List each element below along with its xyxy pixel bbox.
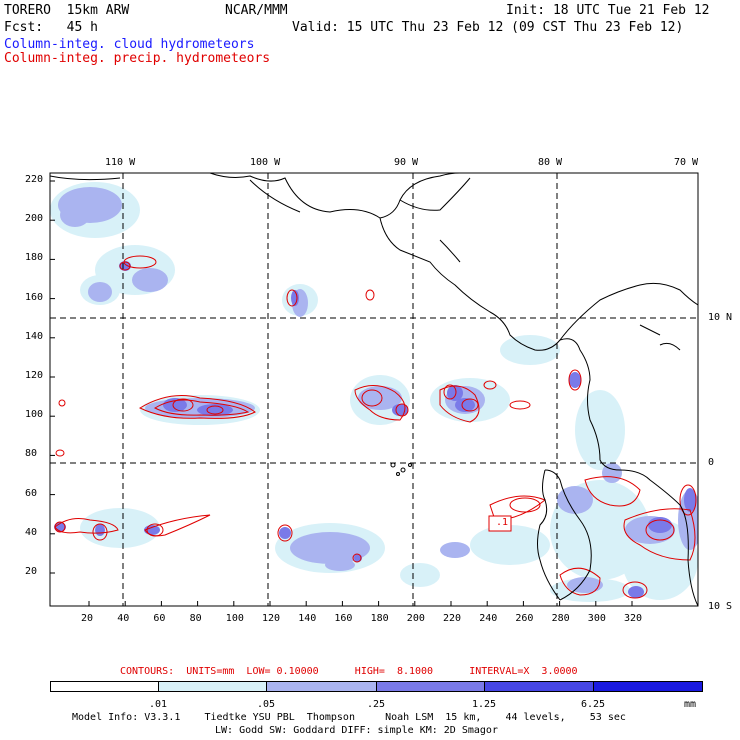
lon-label: 90 W (394, 157, 419, 168)
lat-lon-grid (50, 173, 698, 606)
colorbar-segment (484, 681, 594, 692)
legend-cloud: Column-integ. cloud hydrometeors (4, 37, 255, 52)
y-tick-label: 180 (25, 252, 44, 264)
x-tick-label: 160 (334, 613, 353, 624)
cloud-shading-medium (58, 187, 698, 593)
lat-label: 10 S (708, 601, 733, 612)
x-tick-label: 40 (117, 613, 130, 624)
colorbar-label: 1.25 (471, 699, 497, 710)
y-tick-label: 140 (25, 330, 44, 342)
model-title: TORERO 15km ARW (4, 3, 130, 18)
colorbar-segment (593, 681, 703, 692)
y-tick-label: 200 (25, 213, 44, 225)
y-tick-label: 100 (25, 409, 44, 421)
y-tick-label: 120 (25, 370, 44, 381)
cloud-shading-dark (54, 261, 696, 598)
map-frame (49, 172, 699, 607)
lon-label: 80 W (538, 157, 563, 168)
valid-time: Valid: 15 UTC Thu 23 Feb 12 (09 CST Thu … (292, 20, 684, 35)
footer-physics: LW: Godd SW: Goddard DIFF: simple KM: 2D… (215, 725, 498, 736)
x-tick-label: 60 (153, 613, 166, 624)
colorbar-segment (50, 681, 159, 692)
lat-label: 10 N (708, 312, 733, 323)
axis-ticks (50, 180, 633, 606)
colorbar-label: .05 (256, 699, 276, 710)
colorbar-label: .01 (148, 699, 168, 710)
contour-label: .1 (496, 517, 509, 528)
y-tick-label: 80 (25, 448, 38, 460)
x-tick-label: 200 (406, 613, 425, 624)
x-tick-label: 320 (624, 613, 643, 624)
y-tick-label: 220 (25, 174, 44, 185)
x-tick-label: 220 (443, 613, 462, 624)
lon-label: 110 W (105, 157, 136, 168)
colorbar-label: 6.25 (580, 699, 606, 710)
x-tick-label: 140 (298, 613, 317, 624)
x-tick-label: 300 (587, 613, 606, 624)
lon-label: 70 W (674, 157, 699, 168)
x-tick-label: 180 (370, 613, 389, 624)
y-tick-label: 40 (25, 526, 38, 538)
init-time: Init: 18 UTC Tue 21 Feb 12 (506, 3, 710, 18)
x-tick-label: 280 (551, 613, 570, 624)
precip-contours (54, 255, 697, 599)
y-tick-label: 60 (25, 487, 38, 499)
colorbar-segment (158, 681, 267, 692)
lon-label: 100 W (250, 157, 281, 168)
legend-precip: Column-integ. precip. hydrometeors (4, 51, 271, 66)
forecast-hour: Fcst: 45 h (4, 20, 98, 35)
footer-model-info: Model Info: V3.3.1 Tiedtke YSU PBL Thomp… (72, 712, 626, 723)
x-tick-label: 240 (479, 613, 498, 624)
x-tick-label: 20 (81, 613, 94, 624)
contour-label-box (488, 515, 512, 532)
x-tick-label: 100 (225, 613, 244, 624)
x-tick-label: 260 (515, 613, 534, 624)
contours-caption: CONTOURS: UNITS=mm LOW= 0.10000 HIGH= 8.… (120, 666, 578, 677)
x-tick-label: 120 (262, 613, 281, 624)
y-tick-label: 20 (25, 566, 38, 577)
colorbar-label: mm (683, 699, 697, 710)
colorbar-segment (376, 681, 485, 692)
x-tick-label: 80 (189, 613, 202, 624)
organization: NCAR/MMM (225, 3, 288, 18)
colorbar-segment (266, 681, 377, 692)
lat-label: 0 (708, 457, 715, 468)
colorbar-label: .25 (366, 699, 386, 710)
y-tick-label: 160 (25, 291, 44, 303)
